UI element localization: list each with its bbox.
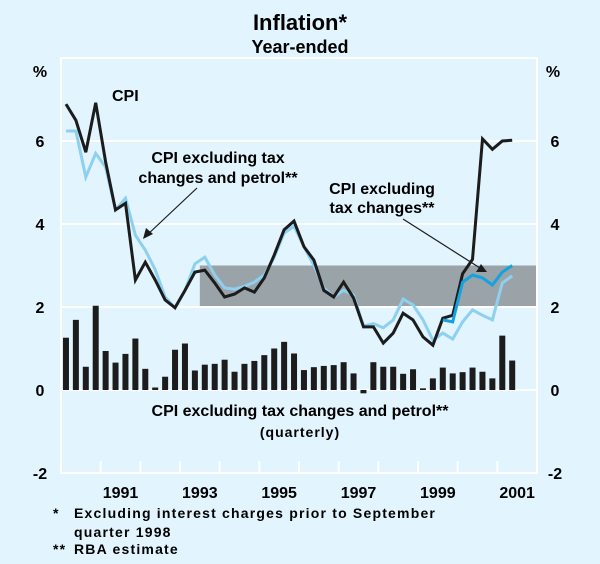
bar [261, 355, 268, 390]
y-tick-label-left: -2 [33, 466, 47, 483]
bar [410, 369, 417, 390]
bar [102, 350, 109, 390]
x-tick-label: 1999 [420, 485, 456, 502]
y-tick-label-right: 2 [551, 300, 560, 317]
bar [449, 373, 456, 390]
arrow-excl-tax-petrol [145, 187, 198, 237]
footnote-1-mark: * [53, 505, 60, 521]
bar [172, 349, 179, 390]
footnote-1-line1: Excluding interest charges prior to Sept… [74, 505, 436, 521]
bar [390, 366, 397, 390]
bar [72, 319, 79, 390]
bar [82, 366, 89, 390]
bar [181, 343, 188, 390]
cpi-line [64, 102, 513, 348]
bar [92, 305, 99, 390]
bar [132, 338, 139, 390]
bar [221, 359, 228, 390]
bar [439, 367, 446, 390]
cpi-excl-tax-line [442, 264, 514, 324]
bar [310, 367, 317, 390]
bar [479, 371, 486, 390]
bar [162, 376, 169, 390]
bar [459, 372, 466, 390]
bar [360, 390, 367, 394]
bar [122, 353, 129, 390]
bar [231, 371, 238, 390]
bar [419, 388, 426, 390]
bar [320, 365, 327, 390]
bar [281, 341, 288, 390]
bar [191, 370, 198, 390]
bar [350, 373, 357, 390]
footnote-2-mark: ** [53, 541, 66, 557]
label-excl-tax-petrol-line1: CPI excluding tax [151, 150, 284, 167]
bar [489, 378, 496, 390]
x-tick-label: 1995 [261, 485, 297, 502]
y-tick-label-left: 0 [36, 383, 45, 400]
bar [62, 337, 69, 390]
bar [201, 364, 208, 390]
x-tick-label: 1997 [341, 485, 377, 502]
y-tick-label-right: 4 [551, 217, 560, 234]
x-tick-label: 1993 [182, 485, 218, 502]
label-bars-line1: CPI excluding tax changes and petrol** [152, 403, 450, 420]
bar [112, 362, 119, 390]
arrowhead-excl-tax [476, 264, 487, 272]
bar [142, 368, 149, 390]
cpi-excl-tax-petrol-line [66, 129, 514, 343]
bar [499, 335, 506, 390]
bar [211, 363, 218, 390]
chart-subtitle: Year-ended [251, 37, 348, 57]
y-tick-label-right: 0 [551, 383, 560, 400]
label-bars-line2: (quarterly) [260, 424, 340, 440]
bar [400, 373, 407, 390]
bar [271, 348, 278, 390]
arrow-excl-tax [402, 218, 481, 269]
x-tick-label: 1991 [103, 485, 139, 502]
y-unit-right: % [546, 64, 560, 81]
target-band [199, 265, 538, 307]
bar [380, 366, 387, 390]
y-tick-label-left: 2 [36, 300, 45, 317]
y-tick-label-left: 6 [36, 134, 45, 151]
arrowhead-excl-tax-petrol [143, 228, 153, 239]
footnote-2-line1: RBA estimate [74, 541, 179, 557]
bar [300, 370, 307, 390]
bar [291, 353, 298, 390]
bar [509, 360, 516, 390]
bar [152, 387, 159, 390]
chart-title: Inflation* [253, 10, 348, 35]
y-tick-label-left: 4 [36, 217, 45, 234]
x-tick-label: 2001 [499, 485, 535, 502]
label-cpi: CPI [112, 88, 139, 105]
bar [469, 367, 476, 390]
bar [370, 362, 377, 390]
bar [340, 362, 347, 390]
label-excl-tax-line1: CPI excluding [329, 181, 435, 198]
bar [241, 363, 248, 390]
y-tick-label-right: 6 [551, 134, 560, 151]
label-excl-tax-line2: tax changes** [330, 200, 436, 217]
label-excl-tax-petrol-line2: changes and petrol** [138, 170, 298, 187]
bar [429, 378, 436, 390]
footnote-1-line2: quarter 1998 [74, 524, 172, 540]
y-unit-left: % [33, 64, 47, 81]
bar [251, 360, 258, 390]
y-tick-label-right: -2 [548, 466, 562, 483]
bar [330, 365, 337, 390]
